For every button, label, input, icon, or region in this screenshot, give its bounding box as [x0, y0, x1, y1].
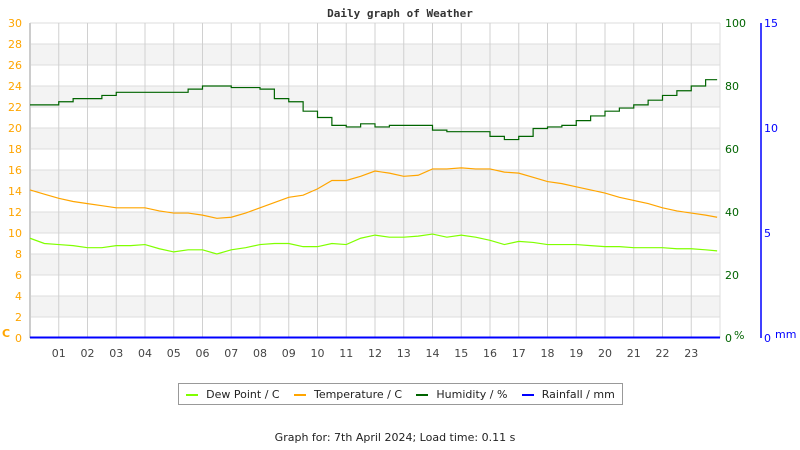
- x-tick: 13: [397, 347, 411, 360]
- x-tick: 05: [167, 347, 181, 360]
- y-tick-humidity: 20: [725, 269, 739, 282]
- y-tick-left: 18: [8, 143, 22, 156]
- y-tick-left: 2: [15, 311, 22, 324]
- y-tick-left: 24: [8, 80, 22, 93]
- x-tick: 03: [109, 347, 123, 360]
- y-tick-left: 4: [15, 290, 22, 303]
- y-tick-left: 6: [15, 269, 22, 282]
- x-tick: 09: [282, 347, 296, 360]
- y-tick-humidity: 80: [725, 80, 739, 93]
- y-tick-left: 10: [8, 227, 22, 240]
- x-tick: 08: [253, 347, 267, 360]
- y-tick-left: 28: [8, 38, 22, 51]
- legend-swatch: [293, 393, 306, 396]
- y-unit-rainfall: mm: [775, 328, 796, 341]
- legend-swatch: [186, 393, 199, 396]
- y-unit-humidity: %: [734, 329, 744, 342]
- x-tick: 22: [656, 347, 670, 360]
- legend: Dew Point / C Temperature / C Humidity / %…: [178, 383, 623, 405]
- x-tick: 01: [52, 347, 66, 360]
- y-tick-left: 20: [8, 122, 22, 135]
- x-tick: 15: [454, 347, 468, 360]
- y-tick-rainfall: 0: [764, 332, 771, 345]
- legend-swatch: [416, 393, 429, 396]
- y-tick-rainfall: 10: [764, 122, 778, 135]
- y-tick-left: 30: [8, 17, 22, 30]
- x-tick: 20: [598, 347, 612, 360]
- x-tick: 23: [684, 347, 698, 360]
- y-tick-left: 14: [8, 185, 22, 198]
- y-tick-left: 12: [8, 206, 22, 219]
- x-tick: 21: [627, 347, 641, 360]
- y-tick-humidity: 0: [725, 332, 732, 345]
- weather-chart: Daily graph of Weather 02468101214161820…: [2, 7, 796, 360]
- series-line-temperature: [29, 167, 718, 219]
- x-tick: 19: [569, 347, 583, 360]
- y-tick-rainfall: 15: [764, 17, 778, 30]
- y-tick-left: 8: [15, 248, 22, 261]
- legend-item: Humidity / %: [416, 388, 507, 401]
- y-tick-left: 0: [15, 332, 22, 345]
- x-tick: 02: [81, 347, 95, 360]
- x-tick: 18: [541, 347, 555, 360]
- legend-item: Temperature / C: [293, 387, 403, 401]
- y-tick-left: 16: [8, 164, 22, 177]
- chart-title: Daily graph of Weather: [327, 7, 473, 20]
- footer-status: Graph for: 7th April 2024; Load time: 0.…: [274, 431, 516, 444]
- x-tick: 07: [224, 347, 238, 360]
- x-tick: 10: [311, 347, 325, 360]
- series-line-dew: [29, 233, 718, 255]
- x-tick: 14: [426, 347, 440, 360]
- legend-label: Rainfall / mm: [541, 387, 615, 401]
- y-tick-humidity: 40: [725, 206, 739, 219]
- y-tick-rainfall: 5: [764, 227, 771, 240]
- y-tick-left: 26: [8, 59, 22, 72]
- y-unit-left: C: [2, 327, 10, 340]
- y-tick-humidity: 60: [725, 143, 739, 156]
- y-tick-humidity: 100: [725, 17, 746, 30]
- legend-label: Dew Point / C: [206, 387, 280, 401]
- series-line-humidity: [30, 79, 718, 141]
- x-tick: 06: [196, 347, 210, 360]
- legend-item: Rainfall / mm: [521, 387, 615, 401]
- x-tick: 16: [483, 347, 497, 360]
- legend-label: Humidity / %: [436, 387, 508, 401]
- y-tick-left: 22: [8, 101, 22, 114]
- x-tick: 04: [138, 347, 152, 360]
- x-tick: 11: [339, 347, 353, 360]
- legend-swatch: [521, 393, 534, 396]
- legend-label: Temperature / C: [313, 387, 403, 401]
- x-tick: 17: [512, 347, 526, 360]
- legend-item: Dew Point / C: [186, 387, 280, 401]
- x-tick: 12: [368, 347, 382, 360]
